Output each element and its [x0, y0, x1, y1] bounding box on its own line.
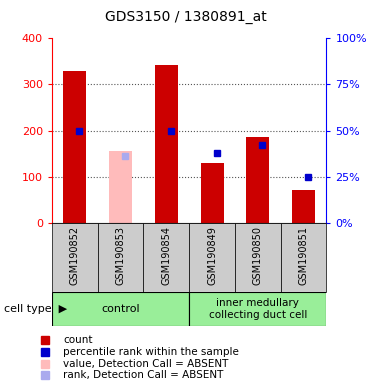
Bar	[292, 190, 315, 223]
Bar	[52, 223, 98, 292]
Text: GSM190854: GSM190854	[161, 226, 171, 285]
Text: GDS3150 / 1380891_at: GDS3150 / 1380891_at	[105, 10, 266, 23]
Text: rank, Detection Call = ABSENT: rank, Detection Call = ABSENT	[63, 371, 223, 381]
Bar	[155, 65, 178, 223]
Bar	[98, 223, 144, 292]
Text: count: count	[63, 335, 93, 345]
Text: percentile rank within the sample: percentile rank within the sample	[63, 347, 239, 357]
Bar	[201, 163, 223, 223]
Text: cell type  ▶: cell type ▶	[4, 304, 67, 314]
Bar	[281, 223, 326, 292]
Text: GSM190853: GSM190853	[116, 226, 125, 285]
Bar	[246, 137, 269, 223]
Bar	[189, 292, 326, 326]
Text: GSM190849: GSM190849	[207, 226, 217, 285]
Text: value, Detection Call = ABSENT: value, Detection Call = ABSENT	[63, 359, 229, 369]
Bar	[235, 223, 281, 292]
Text: GSM190852: GSM190852	[70, 226, 80, 285]
Bar	[109, 151, 132, 223]
Text: control: control	[101, 304, 140, 314]
Text: GSM190850: GSM190850	[253, 226, 263, 285]
Text: GSM190851: GSM190851	[299, 226, 309, 285]
Bar	[63, 71, 86, 223]
Text: inner medullary
collecting duct cell: inner medullary collecting duct cell	[209, 298, 307, 320]
Bar	[144, 223, 189, 292]
Bar	[189, 223, 235, 292]
Bar	[52, 292, 189, 326]
